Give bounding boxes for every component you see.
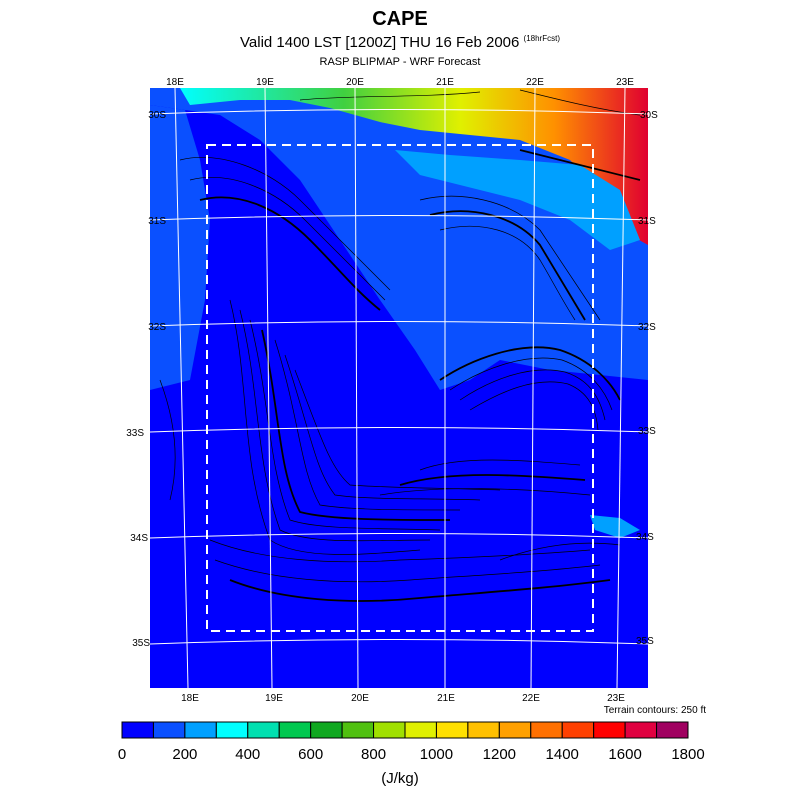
lat-label-left-31s: 31S [148, 216, 166, 227]
terrain-contour-note: Terrain contours: 250 ft [603, 705, 706, 716]
colorbar-swatch-15 [593, 721, 626, 739]
colorbar-units: (J/kg) [381, 770, 419, 787]
colorbar-swatch-0 [121, 721, 154, 739]
lon-label-top-19e: 19E [256, 77, 274, 88]
lat-label-right-32s: 32S [638, 322, 656, 333]
lon-label-bottom-22e: 22E [522, 693, 540, 704]
colorbar [121, 721, 689, 739]
cape-band-high-north [180, 88, 648, 245]
colorbar-swatch-17 [656, 721, 689, 739]
colorbar-swatch-2 [184, 721, 217, 739]
lat-label-right-31s: 31S [638, 216, 656, 227]
lon-label-top-22e: 22E [526, 77, 544, 88]
lat-label-right-33s: 33S [638, 426, 656, 437]
forecast-hour-note: (18hrFcst) [523, 34, 560, 43]
lon-labels-bottom: 18E 19E 20E 21E 22E 23E [181, 693, 625, 704]
lon-label-bottom-21e: 21E [437, 693, 455, 704]
colorbar-label-1200: 1200 [482, 746, 517, 763]
cape-spot-east [590, 515, 640, 538]
colorbar-swatch-1 [152, 721, 186, 739]
colorbar-swatch-13 [530, 721, 563, 739]
colorbar-swatch-5 [278, 721, 312, 739]
colorbar-label-200: 200 [172, 746, 198, 763]
lon-label-top-21e: 21E [436, 77, 454, 88]
lon-label-top-23e: 23E [616, 77, 634, 88]
lon-label-top-18e: 18E [166, 77, 184, 88]
colorbar-swatch-8 [373, 721, 406, 739]
lat-label-right-34s: 34S [636, 532, 654, 543]
lat-labels-left: 30S 31S 32S 33S 34S 35S [126, 110, 166, 649]
colorbar-swatch-11 [467, 721, 500, 739]
colorbar-swatch-7 [341, 721, 375, 739]
lat-lon-grid [149, 87, 649, 689]
lat-label-right-30s: 30S [640, 110, 658, 121]
lon-label-bottom-23e: 23E [607, 693, 625, 704]
colorbar-label-600: 600 [298, 746, 324, 763]
cape-band-200-west [150, 105, 210, 390]
lon-label-top-20e: 20E [346, 77, 364, 88]
lat-label-left-32s: 32S [148, 322, 166, 333]
lat-label-right-35s: 35S [636, 636, 654, 647]
lon-label-bottom-18e: 18E [181, 693, 199, 704]
colorbar-swatch-3 [215, 721, 249, 739]
colorbar-swatch-6 [310, 721, 343, 739]
colorbar-label-1000: 1000 [419, 746, 454, 763]
lat-label-left-35s: 35S [132, 638, 150, 649]
colorbar-swatch-9 [404, 721, 437, 739]
valid-time-text: Valid 1400 LST [1200Z] THU 16 Feb 2006 [240, 34, 520, 51]
lat-label-left-34s: 34S [130, 533, 148, 544]
colorbar-swatch-12 [498, 721, 532, 739]
colorbar-swatch-4 [247, 721, 280, 739]
colorbar-label-800: 800 [361, 746, 387, 763]
colorbar-swatch-10 [435, 721, 469, 739]
lat-label-left-30s: 30S [148, 110, 166, 121]
cape-field [150, 88, 648, 688]
lon-labels-top: 18E 19E 20E 21E 22E 23E [166, 77, 634, 88]
lon-label-bottom-19e: 19E [265, 693, 283, 704]
colorbar-label-1400: 1400 [545, 746, 579, 763]
colorbar-swatch-14 [561, 721, 595, 739]
inner-domain-boundary [206, 144, 594, 632]
colorbar-label-0: 0 [117, 746, 127, 763]
lat-label-left-33s: 33S [126, 428, 144, 439]
model-subtitle: RASP BLIPMAP - WRF Forecast [319, 56, 481, 68]
lat-labels-right: 30S 31S 32S 33S 34S 35S [636, 110, 658, 647]
colorbar-label-1800: 1800 [671, 746, 705, 763]
lon-label-bottom-20e: 20E [351, 693, 369, 704]
colorbar-label-400: 400 [235, 746, 261, 763]
valid-time-subtitle: Valid 1400 LST [1200Z] THU 16 Feb 2006 (… [0, 34, 800, 51]
cape-band-400 [395, 150, 640, 250]
map-title: CAPE [372, 8, 428, 30]
colorbar-swatch-16 [624, 721, 658, 739]
colorbar-label-1600: 1600 [608, 746, 642, 763]
